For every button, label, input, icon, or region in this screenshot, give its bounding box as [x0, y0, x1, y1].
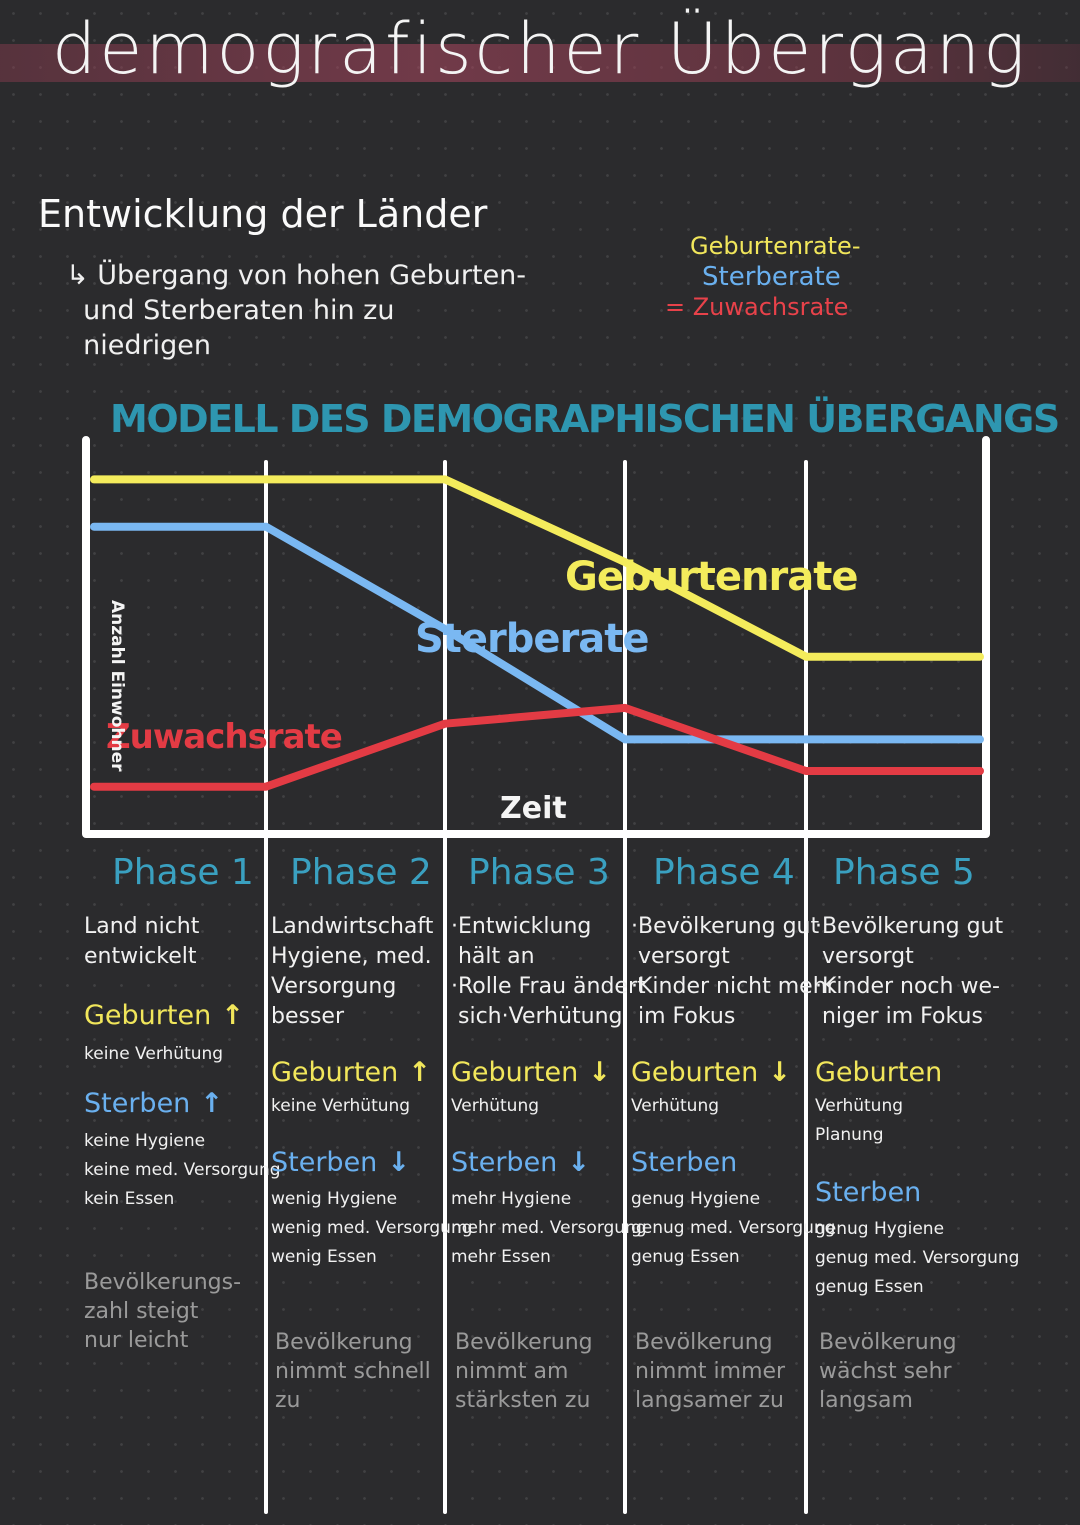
phase-3-births-heading: Geburten ↓: [451, 1057, 611, 1088]
phase-5-population: Bevölkerung wächst sehr langsam: [819, 1330, 957, 1413]
arrow-down-icon: ↓: [588, 1057, 611, 1088]
phase-2-births-heading: Geburten ↑: [271, 1057, 431, 1088]
deaths-label: Sterben: [271, 1147, 378, 1178]
title-highlight: [0, 44, 1080, 82]
births-label: Geburten: [84, 1000, 212, 1031]
phase-1-population: Bevölkerungs- zahl steigt nur leicht: [84, 1270, 242, 1353]
births-label: Geburten: [271, 1057, 399, 1088]
phase-2-population: Bevölkerung nimmt schnell zu: [275, 1330, 431, 1413]
growth-rate-line: [90, 703, 984, 791]
phase-4-description: ·Bevölkerung gut versorgt ·Kinder nicht …: [631, 914, 836, 1029]
phase-4-population: Bevölkerung nimmt immer langsamer zu: [635, 1330, 786, 1413]
legend-death-rate: Sterberate: [702, 262, 841, 292]
death-rate-line: [90, 522, 984, 744]
phase-title-5: Phase 5: [833, 852, 975, 893]
phase-title-4: Phase 4: [653, 852, 795, 893]
phase-title-2: Phase 2: [290, 852, 432, 893]
phase-1-deaths-notes: keine Hygiene keine med. Versorgung kein…: [84, 1131, 281, 1209]
phase-1-births-heading: Geburten ↑: [84, 1000, 244, 1031]
phase-3-births-notes: Verhütung: [451, 1096, 540, 1116]
arrow-up-icon: ↑: [221, 1000, 244, 1031]
phase-3-deaths-notes: mehr Hygiene mehr med. Versorgung mehr E…: [451, 1189, 647, 1267]
y-axis-label: Anzahl Einwohner: [107, 600, 127, 772]
page-title: demografischer Übergang: [51, 8, 1029, 90]
phase-2-deaths-heading: Sterben ↓: [271, 1147, 410, 1178]
phase-1-description: Land nicht entwickelt: [84, 914, 200, 969]
phase-4-deaths-notes: genug Hygiene genug med. Versorgung genu…: [631, 1189, 836, 1267]
section-heading: Entwicklung der Länder: [38, 192, 488, 236]
model-title: MODELL DES DEMOGRAPHISCHEN ÜBERGANGS: [110, 397, 1060, 441]
births-label: Geburten: [815, 1057, 943, 1088]
birth-rate-line: [90, 475, 984, 661]
phase-4-deaths-heading: Sterben: [631, 1147, 747, 1178]
arrow-down-icon: ↓: [768, 1057, 791, 1088]
deaths-label: Sterben: [815, 1177, 922, 1208]
arrow-up-icon: ↑: [200, 1088, 223, 1119]
arrow-down-icon: ↓: [387, 1147, 410, 1178]
arrow-down-icon: ↓: [567, 1147, 590, 1178]
phase-2-births-notes: keine Verhütung: [271, 1096, 411, 1116]
phase-5-description: ·Bevölkerung gut versorgt ·Kinder noch w…: [815, 914, 1004, 1029]
phase-3-description: ·Entwicklung hält an ·Rolle Frau ändert …: [451, 914, 646, 1029]
legend-growth-rate: = Zuwachsrate: [665, 293, 849, 321]
arrow-up-icon: ↑: [408, 1057, 431, 1088]
phase-3-deaths-heading: Sterben ↓: [451, 1147, 590, 1178]
deaths-label: Sterben: [451, 1147, 558, 1178]
death-rate-label: Sterberate: [415, 616, 649, 662]
phase-title-1: Phase 1: [112, 852, 254, 893]
deaths-label: Sterben: [84, 1088, 191, 1119]
phase-5-deaths-notes: genug Hygiene genug med. Versorgung genu…: [815, 1219, 1020, 1297]
phase-1-births-notes: keine Verhütung: [84, 1044, 224, 1064]
phase-4-births-notes: Verhütung: [631, 1096, 720, 1116]
phase-5-births-notes: Verhütung Planung: [815, 1096, 904, 1145]
phase-1-deaths-heading: Sterben ↑: [84, 1088, 223, 1119]
chart-frame: [82, 436, 990, 1514]
phase-5-deaths-heading: Sterben: [815, 1177, 931, 1208]
phase-4-births-heading: Geburten ↓: [631, 1057, 791, 1088]
deaths-label: Sterben: [631, 1147, 738, 1178]
phase-title-3: Phase 3: [468, 852, 610, 893]
births-label: Geburten: [631, 1057, 759, 1088]
chart-axes: [82, 436, 990, 838]
phase-2-deaths-notes: wenig Hygiene wenig med. Versorgung weni…: [271, 1189, 473, 1267]
phase-3-population: Bevölkerung nimmt am stärksten zu: [455, 1330, 593, 1413]
births-label: Geburten: [451, 1057, 579, 1088]
phase-2-description: Landwirtschaft Hygiene, med. Versorgung …: [271, 914, 434, 1029]
intro-text: ↳ Übergang von hohen Geburten- und Sterb…: [66, 260, 527, 361]
phase-5-births-heading: Geburten: [815, 1057, 952, 1088]
growth-rate-label: Zuwachsrate: [106, 717, 342, 757]
birth-rate-label: Geburtenrate: [565, 554, 858, 600]
chart-lines: [90, 475, 984, 791]
legend-birth-rate: Geburtenrate-: [690, 232, 861, 260]
x-axis-label: Zeit: [500, 791, 567, 826]
